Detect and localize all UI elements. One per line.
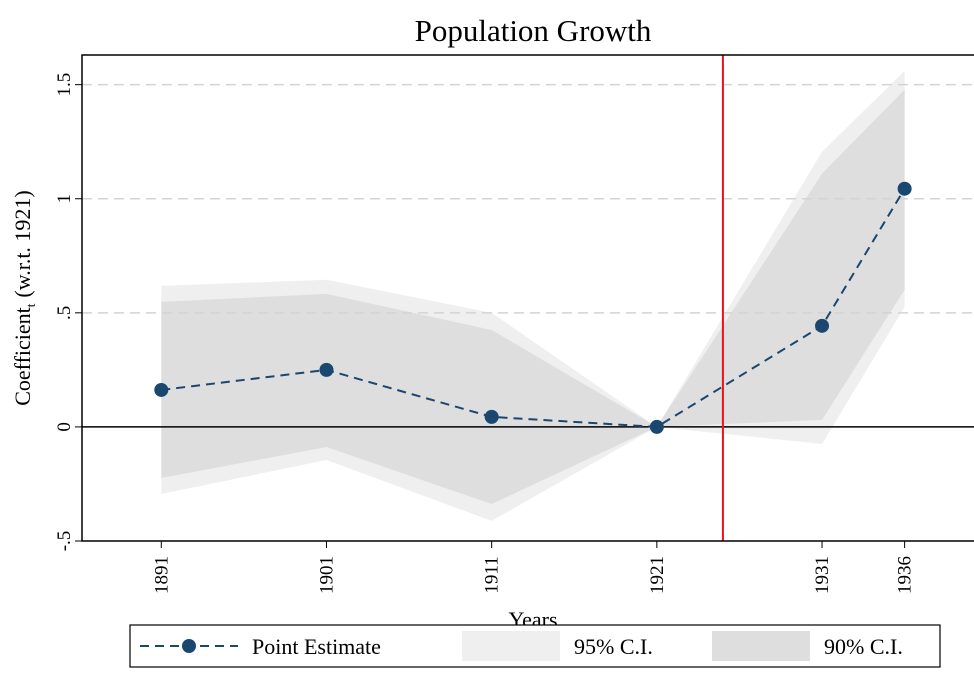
estimate-point xyxy=(897,181,912,196)
y-axis-label-subscript: t xyxy=(23,303,38,307)
estimate-point xyxy=(649,419,664,434)
y-tick-label: 1.5 xyxy=(54,73,75,97)
legend-label: 95% C.I. xyxy=(574,634,653,659)
y-axis-label: Coefficientt (w.r.t. 1921) xyxy=(10,190,38,406)
y-tick-label: 1 xyxy=(54,194,75,204)
ci-band xyxy=(161,89,905,505)
x-tick-label: 1911 xyxy=(482,556,503,593)
x-tick-label: 1931 xyxy=(812,556,833,594)
estimate-point xyxy=(815,318,830,333)
legend-marker xyxy=(182,639,196,653)
legend-label: Point Estimate xyxy=(252,634,381,659)
plot-frame xyxy=(81,54,974,542)
estimate-point xyxy=(484,409,499,424)
legend-label: 90% C.I. xyxy=(824,634,903,659)
y-tick-label: 0 xyxy=(54,422,75,432)
y-tick-label: -.5 xyxy=(54,531,75,552)
estimate-point xyxy=(154,382,169,397)
legend-swatch xyxy=(462,631,560,661)
estimate-line xyxy=(161,188,906,428)
x-tick-label: 1936 xyxy=(895,556,916,594)
legend-swatch xyxy=(712,631,810,661)
y-axis-label-main: Coefficient xyxy=(10,307,35,406)
y-tick-label: .5 xyxy=(54,306,75,320)
x-tick-label: 1901 xyxy=(316,556,337,594)
y-axis-label-suffix: (w.r.t. 1921) xyxy=(10,190,35,297)
chart-title: Population Growth xyxy=(415,13,652,48)
x-tick-label: 1891 xyxy=(151,556,172,594)
x-tick-label: 1921 xyxy=(647,556,668,594)
estimate-point xyxy=(319,362,334,377)
